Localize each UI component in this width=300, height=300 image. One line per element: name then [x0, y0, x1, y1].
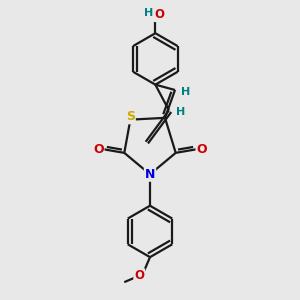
Text: H: H [176, 107, 185, 117]
Text: H: H [181, 87, 190, 97]
Text: O: O [196, 143, 207, 156]
Text: H: H [144, 8, 154, 18]
Text: N: N [145, 168, 155, 181]
Text: O: O [93, 143, 104, 156]
Text: S: S [126, 110, 135, 123]
Text: O: O [134, 269, 144, 282]
Text: O: O [154, 8, 164, 21]
